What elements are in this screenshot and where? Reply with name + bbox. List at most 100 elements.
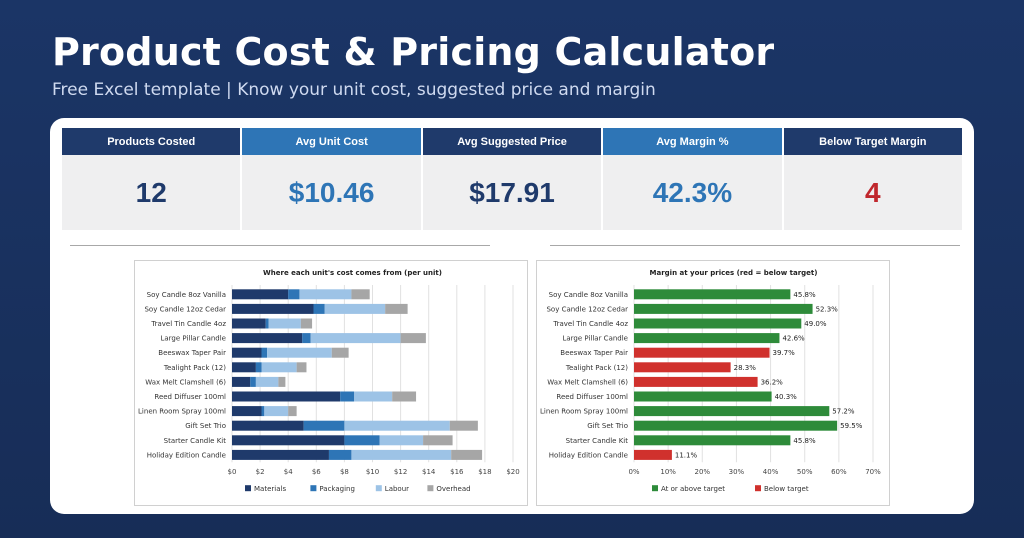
category-label: Wax Melt Clamshell (6) (547, 378, 628, 386)
margin-bar (634, 449, 672, 460)
bar-labour (255, 376, 279, 387)
x-tick-label: 70% (865, 468, 881, 476)
legend-label: Packaging (319, 485, 355, 493)
bar-labour (324, 303, 386, 314)
divider-left (70, 245, 490, 246)
x-tick-label: 20% (695, 468, 711, 476)
bar-overhead (331, 347, 349, 358)
x-tick-label: 50% (797, 468, 813, 476)
margin-bar (634, 347, 770, 358)
x-tick-label: 40% (763, 468, 779, 476)
margin-bar (634, 435, 791, 446)
bar-overhead (392, 391, 417, 402)
category-label: Soy Candle 12oz Cedar (144, 305, 226, 313)
dashboard-card: Products Costed 12 Avg Unit Cost $10.46 … (50, 118, 974, 514)
bar-labour (379, 435, 424, 446)
bar-materials (232, 362, 256, 373)
kpi-label: Avg Margin % (603, 128, 782, 155)
divider-right (550, 245, 960, 246)
legend-label: Below target (764, 485, 809, 493)
bar-labour (268, 318, 301, 329)
bar-overhead (449, 420, 478, 431)
bar-packaging (261, 406, 265, 417)
bar-materials (232, 406, 262, 417)
category-label: Beeswax Taper Pair (158, 349, 226, 357)
category-label: Large Pillar Candle (562, 335, 628, 343)
category-label: Gift Set Trio (587, 422, 628, 430)
margin-bar (634, 333, 780, 344)
category-label: Reed Diffuser 100ml (556, 393, 628, 401)
x-tick-label: $14 (422, 468, 436, 476)
bar-overhead (288, 406, 297, 417)
page-subtitle: Free Excel template | Know your unit cos… (52, 80, 656, 100)
kpi-value: 42.3% (603, 155, 782, 230)
bar-materials (232, 303, 314, 314)
kpi-label: Avg Suggested Price (422, 128, 602, 155)
bar-packaging (250, 376, 256, 387)
bar-materials (232, 318, 266, 329)
data-label: 42.6% (782, 335, 805, 343)
bar-overhead (451, 449, 483, 460)
legend-label: At or above target (661, 485, 725, 493)
kpi-value: 12 (62, 155, 241, 230)
kpi-below-target: Below Target Margin 4 (783, 128, 963, 230)
bar-overhead (400, 333, 426, 344)
chart-title: Where each unit's cost comes from (per u… (263, 269, 442, 277)
category-label: Holiday Edition Candle (549, 451, 628, 459)
category-label: Linen Room Spray 100ml (540, 408, 628, 416)
legend-swatch (245, 485, 251, 492)
kpi-avg-unit-cost: Avg Unit Cost $10.46 (242, 128, 421, 230)
category-label: Reed Diffuser 100ml (154, 393, 226, 401)
bar-labour (264, 406, 289, 417)
category-label: Soy Candle 8oz Vanilla (549, 291, 628, 299)
margin-bar (634, 362, 731, 373)
legend-label: Labour (385, 485, 409, 493)
bar-labour (354, 391, 393, 402)
x-tick-label: 0% (628, 468, 639, 476)
margin-bar (634, 289, 791, 300)
data-label: 39.7% (773, 349, 796, 357)
bar-materials (232, 391, 341, 402)
category-label: Beeswax Taper Pair (560, 349, 628, 357)
category-label: Wax Melt Clamshell (6) (145, 378, 226, 386)
category-label: Tealight Pack (12) (565, 364, 628, 372)
data-label: 45.8% (793, 437, 816, 445)
legend-swatch (375, 485, 382, 492)
margin-bar (634, 376, 758, 387)
bar-materials (232, 333, 303, 344)
category-label: Starter Candle Kit (566, 437, 629, 445)
margin-bar (634, 420, 838, 431)
bar-overhead (423, 435, 453, 446)
margin-bar (634, 391, 772, 402)
category-label: Soy Candle 12oz Cedar (546, 305, 628, 313)
data-label: 40.3% (775, 393, 798, 401)
data-label: 11.1% (675, 451, 698, 459)
x-tick-label: $20 (506, 468, 519, 476)
x-tick-label: 10% (660, 468, 676, 476)
x-tick-label: $6 (312, 468, 321, 476)
bar-materials (232, 449, 329, 460)
page-title: Product Cost & Pricing Calculator (52, 30, 775, 74)
kpi-avg-suggested-price: Avg Suggested Price $17.91 (422, 128, 602, 230)
data-label: 36.2% (761, 378, 784, 386)
bar-packaging (261, 347, 268, 358)
bar-packaging (328, 449, 352, 460)
bar-overhead (351, 289, 370, 300)
margin-bar (634, 303, 813, 314)
bar-materials (232, 435, 345, 446)
x-tick-label: $8 (340, 468, 349, 476)
bar-labour (267, 347, 332, 358)
bar-labour (310, 333, 401, 344)
category-label: Soy Candle 8oz Vanilla (147, 291, 226, 299)
bar-materials (232, 347, 262, 358)
category-label: Travel Tin Candle 4oz (150, 320, 226, 328)
kpi-avg-margin: Avg Margin % 42.3% (603, 128, 782, 230)
x-tick-label: $2 (256, 468, 265, 476)
x-tick-label: $10 (366, 468, 379, 476)
margin-chart: Margin at your prices (red = below targe… (536, 260, 890, 506)
category-label: Starter Candle Kit (164, 437, 227, 445)
data-label: 28.3% (734, 364, 757, 372)
bar-packaging (344, 435, 380, 446)
bar-labour (344, 420, 450, 431)
bar-packaging (302, 333, 311, 344)
